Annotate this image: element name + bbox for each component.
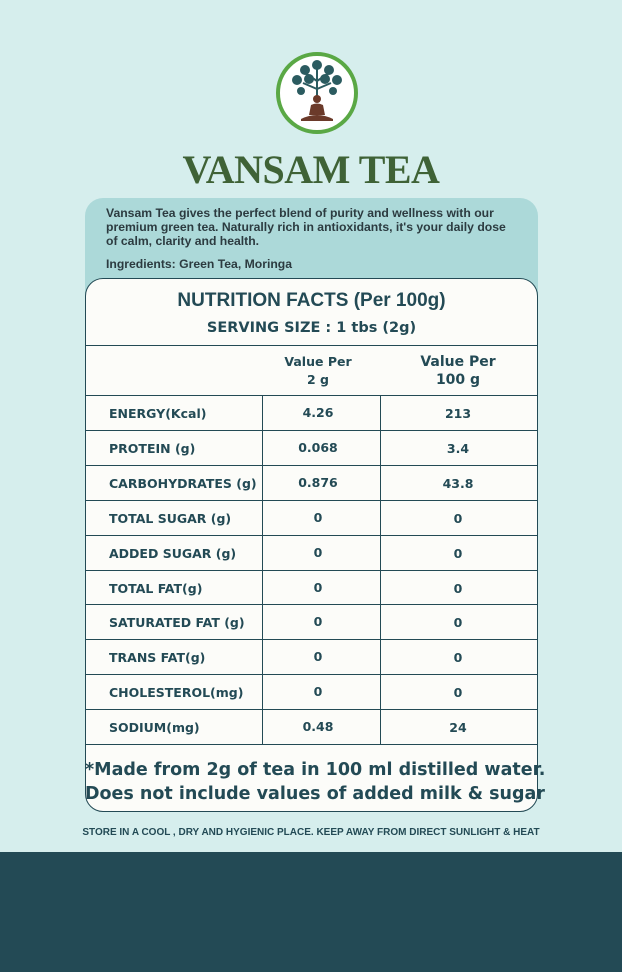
table-title: NUTRITION FACTS (Per 100g)	[177, 290, 446, 311]
value-100g: 0	[453, 685, 463, 701]
column-header: 2 g	[307, 372, 329, 387]
nutrient-name: TRANS FAT(g)	[109, 650, 206, 666]
rule	[86, 499, 537, 501]
value-2g: 0.48	[302, 719, 334, 735]
value-2g: 0.068	[298, 439, 338, 455]
rule	[86, 464, 537, 466]
value-2g: 0	[313, 614, 323, 630]
value-2g: 0	[313, 544, 323, 560]
rule	[86, 709, 537, 711]
nutrient-name: CARBOHYDRATES (g)	[109, 475, 257, 491]
nutrient-name: SATURATED FAT (g)	[109, 615, 245, 631]
nutrient-name: PROTEIN (g)	[109, 440, 196, 456]
rule	[86, 744, 537, 745]
value-2g: 4.26	[302, 405, 334, 420]
column-header: Value Per	[284, 354, 352, 369]
value-2g: 0	[313, 509, 323, 525]
footnote-line: Does not include values of added milk & …	[85, 784, 545, 804]
storage-note: STORE IN A COOL , DRY AND HYGIENIC PLACE…	[82, 827, 540, 838]
value-100g: 0	[453, 650, 463, 666]
value-2g: 0	[313, 579, 323, 595]
value-2g: 0	[313, 684, 323, 700]
value-100g: 0	[453, 580, 463, 596]
nutrient-name: TOTAL FAT(g)	[109, 580, 203, 596]
nutrient-name: ENERGY(Kcal)	[109, 406, 207, 421]
value-100g: 0	[453, 545, 463, 561]
column-header: Value Per	[420, 354, 496, 370]
rule	[86, 569, 537, 571]
value-100g: 43.8	[442, 475, 474, 491]
nutrient-name: SODIUM(mg)	[109, 720, 200, 736]
rule	[86, 429, 537, 431]
rule	[86, 345, 537, 346]
nutrient-name: CHOLESTEROL(mg)	[109, 685, 244, 701]
value-100g: 213	[444, 406, 472, 421]
value-100g: 24	[449, 720, 467, 736]
value-100g: 3.4	[446, 440, 470, 456]
ingredients: Ingredients: Green Tea, Moringa	[106, 257, 293, 271]
description-line: of calm, clarity and health.	[106, 234, 260, 248]
bottom-band	[0, 852, 622, 972]
value-100g: 0	[453, 510, 463, 526]
column-header: 100 g	[435, 372, 481, 388]
nutrition-card	[85, 278, 538, 812]
description-line: premium green tea. Naturally rich in ant…	[106, 220, 506, 234]
rule	[86, 395, 537, 396]
serving-size: SERVING SIZE : 1 tbs (2g)	[206, 320, 417, 336]
nutrient-name: TOTAL SUGAR (g)	[109, 510, 232, 526]
value-2g: 0	[313, 649, 323, 665]
description-line: Vansam Tea gives the perfect blend of pu…	[106, 206, 494, 220]
footnote-line: *Made from 2g of tea in 100 ml distilled…	[85, 760, 546, 780]
value-100g: 0	[453, 615, 463, 631]
logo	[276, 52, 358, 134]
brand-title: VANSAM TEA	[182, 147, 440, 192]
rule	[86, 534, 537, 536]
value-2g: 0.876	[298, 474, 338, 490]
rule	[86, 604, 537, 606]
rule	[86, 674, 537, 676]
rule	[86, 639, 537, 641]
nutrient-name: ADDED SUGAR (g)	[109, 545, 237, 561]
